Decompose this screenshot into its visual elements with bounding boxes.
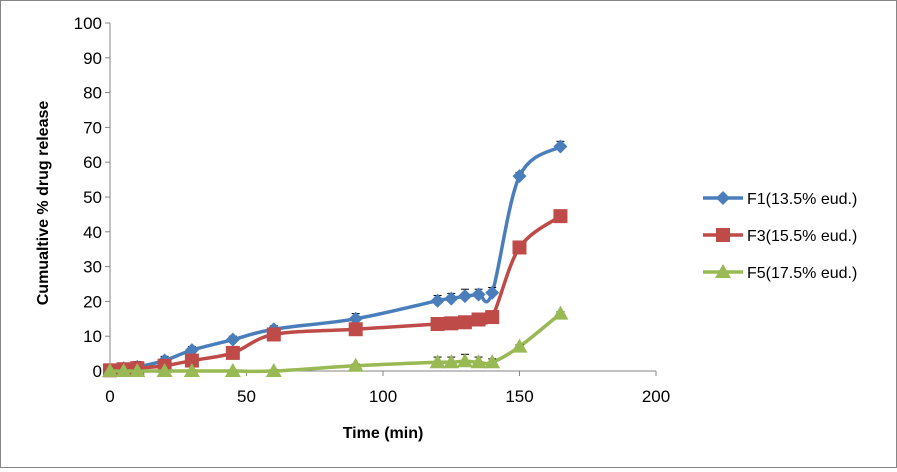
series-2-point: [457, 315, 472, 330]
series-3-point: [484, 354, 501, 369]
series-2-point: [485, 310, 500, 325]
series-3-point: [552, 305, 569, 320]
legend-swatch-marker: [716, 228, 730, 242]
y-tick-label: 100: [74, 14, 102, 33]
x-tick-label: 100: [369, 387, 397, 406]
series-1-point: [553, 139, 568, 154]
series-3-point: [456, 353, 473, 368]
y-ticks: 0 10 20 30 40 50 60 70 80 90 100: [74, 14, 110, 381]
y-tick-label: 0: [93, 362, 102, 381]
series-2-point: [444, 316, 459, 331]
y-tick-label: 60: [83, 153, 102, 172]
legend-swatch-marker: [716, 191, 730, 205]
x-ticks: 0 50 100 150 200: [105, 371, 670, 406]
axes: [109, 23, 656, 372]
y-tick-label: 30: [83, 258, 102, 277]
y-tick-label: 10: [83, 327, 102, 346]
series-3-group: [102, 305, 569, 377]
series-3-point: [183, 363, 200, 377]
x-tick-label: 0: [105, 387, 114, 406]
x-tick-label: 50: [237, 387, 256, 406]
series-1-point: [471, 287, 486, 302]
series-1-group: [103, 139, 568, 377]
series-1-line: [108, 144, 563, 372]
series-1-point: [430, 293, 445, 308]
series-1-point: [444, 291, 459, 306]
series-2-point: [348, 322, 363, 337]
series-2-point: [512, 240, 527, 255]
series-3-point: [265, 363, 282, 377]
series-1-point: [512, 169, 527, 184]
series-3-point: [511, 338, 528, 353]
x-axis-title: Time (min): [343, 425, 424, 442]
series-layer: [102, 139, 569, 378]
series-2-group: [103, 209, 568, 378]
series-1-point: [457, 289, 472, 304]
series-3-point: [443, 354, 460, 369]
legend-label: F3(15.5% eud.): [747, 228, 857, 245]
series-3-point: [347, 357, 364, 372]
series-1-point: [485, 285, 500, 300]
x-tick-label: 150: [505, 387, 533, 406]
y-tick-label: 80: [83, 84, 102, 103]
series-2-point: [184, 353, 199, 368]
series-2-point: [266, 327, 281, 342]
y-tick-label: 40: [83, 223, 102, 242]
y-tick-label: 20: [83, 292, 102, 311]
series-2-point: [553, 209, 568, 224]
legend-item-3: F5(17.5% eud.): [703, 264, 857, 282]
y-tick-label: 90: [83, 49, 102, 68]
series-2-point: [225, 345, 240, 360]
series-3-point: [156, 363, 173, 377]
series-3-point: [129, 363, 146, 377]
legend-item-2: F3(15.5% eud.): [703, 228, 857, 245]
legend: F1(13.5% eud.) F3(15.5% eud.) F5(17.5% eud…: [703, 191, 857, 282]
legend-label: F5(17.5% eud.): [747, 265, 857, 282]
series-1-point: [225, 332, 240, 347]
legend-label: F1(13.5% eud.): [747, 191, 857, 208]
legend-swatch-marker: [715, 264, 731, 278]
x-tick-label: 200: [642, 387, 670, 406]
series-3-point: [224, 363, 241, 377]
series-3-point: [115, 363, 132, 377]
y-tick-label: 50: [83, 188, 102, 207]
series-3-point: [429, 354, 446, 369]
series-2-point: [430, 317, 445, 332]
series-3-point: [470, 354, 487, 369]
series-2-point: [471, 312, 486, 327]
y-tick-label: 70: [83, 118, 102, 137]
series-3-point: [102, 363, 118, 377]
y-axis-title: Cumualtive % drug release: [35, 101, 52, 306]
legend-item-1: F1(13.5% eud.): [703, 191, 857, 208]
